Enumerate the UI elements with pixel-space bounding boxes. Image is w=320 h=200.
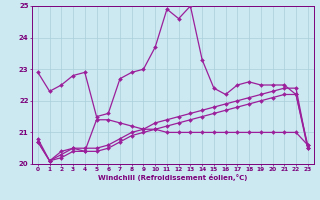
X-axis label: Windchill (Refroidissement éolien,°C): Windchill (Refroidissement éolien,°C) xyxy=(98,174,247,181)
